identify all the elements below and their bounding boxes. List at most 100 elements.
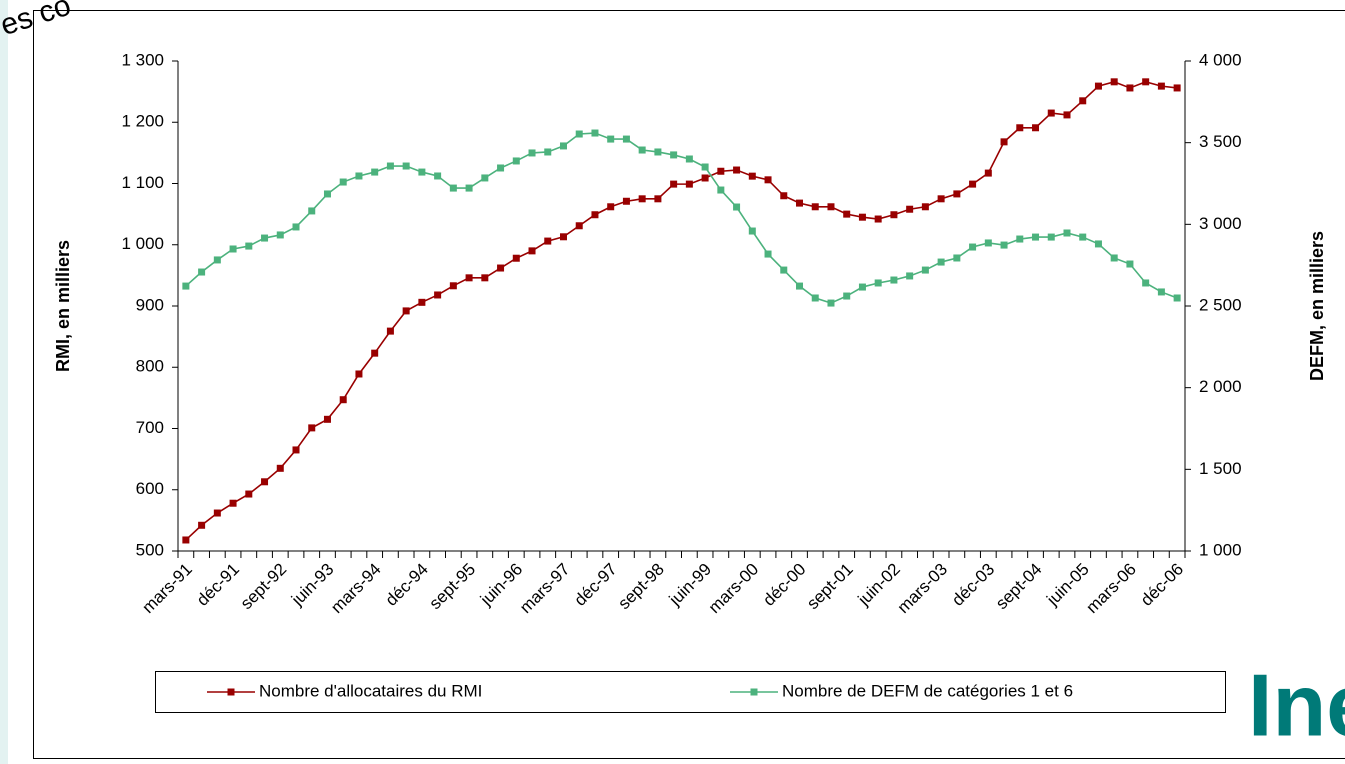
- x-tick-label: sept-95: [426, 560, 480, 614]
- point: [339, 396, 347, 404]
- chart-frame: [33, 10, 1345, 759]
- point: [607, 135, 615, 143]
- point: [1032, 233, 1040, 241]
- point: [276, 231, 284, 239]
- point: [386, 162, 394, 170]
- x-tick-label: sept-01: [803, 560, 857, 614]
- point: [512, 157, 520, 165]
- legend-label: Nombre de DEFM de catégories 1 et 6: [782, 681, 1073, 700]
- y2-tick-label: 4 000: [1199, 50, 1242, 69]
- point: [1142, 279, 1150, 287]
- y2-tick-label: 2 500: [1199, 295, 1242, 314]
- point: [654, 148, 662, 156]
- point: [1110, 254, 1118, 262]
- y2-tick-label: 2 000: [1199, 377, 1242, 396]
- point: [1142, 78, 1150, 86]
- point: [622, 197, 630, 205]
- x-tick-label: déc-97: [571, 560, 621, 610]
- legend-marker: [750, 688, 758, 696]
- point: [607, 203, 615, 211]
- point: [355, 370, 363, 378]
- point: [229, 499, 237, 507]
- point: [1000, 138, 1008, 146]
- point: [591, 129, 599, 137]
- point: [1063, 229, 1071, 237]
- x-tick-label: mars-06: [1082, 560, 1140, 618]
- point: [575, 130, 583, 138]
- point: [906, 272, 914, 280]
- point: [622, 135, 630, 143]
- overlay-logo-text: Ine: [1248, 655, 1345, 754]
- point: [827, 299, 835, 307]
- point: [685, 180, 693, 188]
- y-tick-label: 700: [136, 418, 164, 437]
- point: [921, 266, 929, 274]
- point: [1094, 240, 1102, 248]
- point: [245, 490, 253, 498]
- point: [261, 478, 269, 486]
- point: [780, 192, 788, 200]
- x-tick-label: mars-00: [705, 560, 763, 618]
- point: [355, 172, 363, 180]
- x-tick-label: mars-97: [516, 560, 574, 618]
- point: [544, 148, 552, 156]
- series-line: [185, 132, 1178, 304]
- point: [1016, 124, 1024, 132]
- point: [638, 146, 646, 154]
- point: [874, 215, 882, 223]
- point: [308, 424, 316, 432]
- y2-tick-label: 1 500: [1199, 459, 1242, 478]
- x-tick-label: sept-04: [992, 560, 1046, 614]
- point: [937, 258, 945, 266]
- point: [670, 180, 678, 188]
- point: [434, 172, 442, 180]
- point: [1173, 84, 1181, 92]
- point: [717, 167, 725, 175]
- point: [1079, 233, 1087, 241]
- point: [402, 162, 410, 170]
- point: [1110, 78, 1118, 86]
- point: [245, 242, 253, 250]
- point: [559, 142, 567, 150]
- point: [764, 250, 772, 258]
- legend-label: Nombre d'allocataires du RMI: [259, 681, 482, 700]
- point: [1094, 82, 1102, 90]
- y-tick-label: 900: [136, 295, 164, 314]
- point: [811, 294, 819, 302]
- point: [386, 327, 394, 335]
- point: [1000, 241, 1008, 249]
- point: [748, 227, 756, 235]
- x-tick-label: déc-00: [759, 560, 809, 610]
- point: [402, 307, 410, 315]
- x-tick-label: mars-94: [327, 560, 385, 618]
- point: [858, 283, 866, 291]
- point: [559, 233, 567, 241]
- x-tick-label: déc-06: [1137, 560, 1187, 610]
- point: [497, 264, 505, 272]
- y-tick-label: 600: [136, 479, 164, 498]
- point: [638, 195, 646, 203]
- point: [969, 243, 977, 251]
- legend-marker: [227, 688, 235, 696]
- point: [890, 276, 898, 284]
- point: [481, 274, 489, 282]
- point: [497, 164, 505, 172]
- point: [182, 536, 190, 544]
- point: [906, 205, 914, 213]
- point: [465, 184, 473, 192]
- point: [701, 174, 709, 182]
- point: [827, 203, 835, 211]
- point: [544, 237, 552, 245]
- point: [449, 282, 457, 290]
- point: [575, 222, 583, 230]
- point: [292, 446, 300, 454]
- point: [261, 234, 269, 242]
- point: [953, 190, 961, 198]
- point: [1157, 82, 1165, 90]
- point: [843, 210, 851, 218]
- y2-tick-label: 3 000: [1199, 214, 1242, 233]
- point: [481, 174, 489, 182]
- point: [843, 292, 851, 300]
